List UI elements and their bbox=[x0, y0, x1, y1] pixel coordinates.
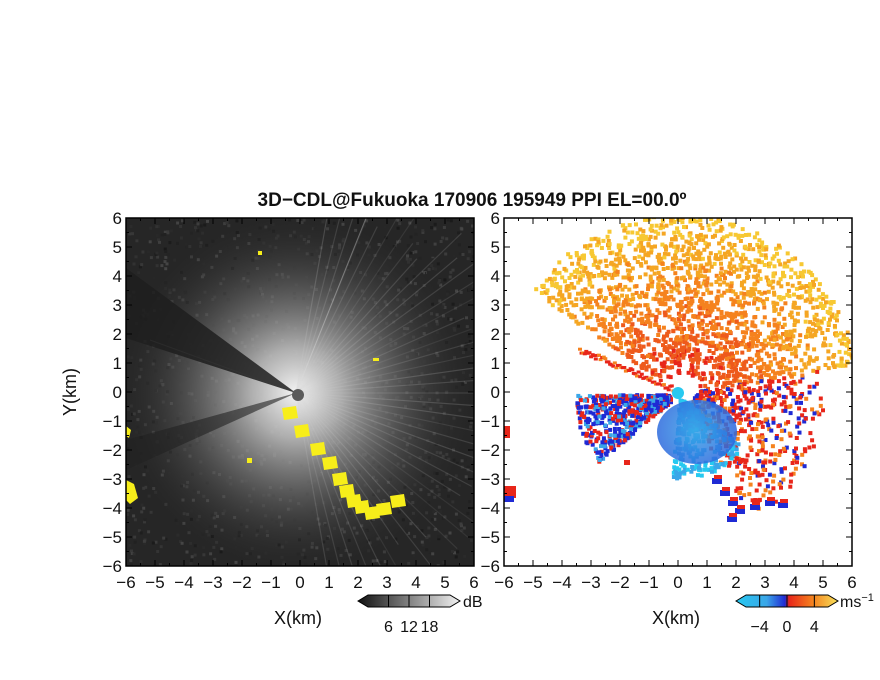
velocity-site-marker bbox=[672, 387, 684, 399]
reflectivity-xtick-label: 1 bbox=[324, 573, 333, 592]
reflectivity-ytick-label: 1 bbox=[113, 354, 122, 373]
reflectivity-xtick-label: 2 bbox=[353, 573, 362, 592]
velocity-xtick-label: −2 bbox=[610, 573, 629, 592]
masked-echo-blob bbox=[390, 494, 406, 508]
velocity-colorbar-unit-exponent: −1 bbox=[861, 592, 874, 604]
velocity-xtick-label: 1 bbox=[702, 573, 711, 592]
reflectivity-rays bbox=[149, 218, 474, 566]
velocity-colorbar-tick-label: 0 bbox=[783, 619, 792, 636]
reflectivity-axes: −6 −5 −4 −3 −2 −1 0 1 2 3 4 5 6 6 5 4 3 2 1 0 −1 −2 −3 −4 −5 −6 bbox=[103, 209, 479, 592]
velocity-ytick-label: 6 bbox=[491, 209, 500, 228]
velocity-xtick-label: 3 bbox=[760, 573, 769, 592]
masked-echo-blob bbox=[364, 506, 380, 520]
reflectivity-xtick-label: 5 bbox=[440, 573, 449, 592]
velocity-xtick-label: −3 bbox=[581, 573, 600, 592]
reflectivity-xtick-label: −3 bbox=[203, 573, 222, 592]
reflectivity-xtick-label: 3 bbox=[382, 573, 391, 592]
reflectivity-ytick-label: −2 bbox=[103, 441, 122, 460]
velocity-ytick-label: 4 bbox=[491, 267, 500, 286]
velocity-ytick-label: −5 bbox=[481, 528, 500, 547]
reflectivity-xtick-label: 0 bbox=[295, 573, 304, 592]
reflectivity-xtick-label: −6 bbox=[116, 573, 135, 592]
reflectivity-ytick-label: −6 bbox=[103, 557, 122, 576]
velocity-colorbar-ticks: −4 0 4 bbox=[751, 595, 819, 636]
reflectivity-colorbar: 6 12 18 dB bbox=[357, 594, 483, 636]
reflectivity-ytick-label: 6 bbox=[113, 209, 122, 228]
reflectivity-ytick-label: 3 bbox=[113, 296, 122, 315]
velocity-xtick-label: 6 bbox=[847, 573, 856, 592]
reflectivity-xlabel: X(km) bbox=[274, 608, 322, 628]
reflectivity-xtick-label: −1 bbox=[261, 573, 280, 592]
velocity-axes: −6 −5 −4 −3 −2 −1 0 1 2 3 4 5 6 6 5 4 3 2 1 0 −1 −2 −3 −4 −5 −6 bbox=[481, 209, 857, 592]
reflectivity-shadow-wedge bbox=[126, 268, 296, 393]
velocity-xtick-label: −4 bbox=[552, 573, 571, 592]
reflectivity-ytick-label: −5 bbox=[103, 528, 122, 547]
masked-echo-blob bbox=[322, 456, 338, 470]
reflectivity-ytick-label: −4 bbox=[103, 499, 122, 518]
masked-echo-blob bbox=[294, 424, 310, 438]
velocity-xtick-label: 2 bbox=[731, 573, 740, 592]
velocity-colorbar: −4 0 4 ms−1 bbox=[735, 592, 874, 636]
reflectivity-masked-echo bbox=[126, 251, 406, 520]
velocity-ytick-label: 1 bbox=[491, 354, 500, 373]
masked-echo-blob bbox=[282, 406, 298, 420]
reflectivity-ytick-label: −3 bbox=[103, 470, 122, 489]
velocity-ytick-label: 5 bbox=[491, 238, 500, 257]
velocity-colorbar-tick-label: 4 bbox=[810, 619, 819, 636]
velocity-xtick-label: 5 bbox=[818, 573, 827, 592]
velocity-xlabel: X(km) bbox=[652, 608, 700, 628]
reflectivity-colorbar-tick-label: 12 bbox=[400, 619, 418, 636]
reflectivity-xtick-label: 6 bbox=[469, 573, 478, 592]
velocity-ytick-label: −6 bbox=[481, 557, 500, 576]
velocity-approaching-core bbox=[657, 400, 737, 464]
reflectivity-ylabel: Y(km) bbox=[60, 368, 80, 416]
velocity-ytick-label: −1 bbox=[481, 412, 500, 431]
velocity-ytick-label: −2 bbox=[481, 441, 500, 460]
reflectivity-colorbar-unit: dB bbox=[463, 594, 483, 611]
reflectivity-ytick-label: −1 bbox=[103, 412, 122, 431]
velocity-xtick-label: 0 bbox=[673, 573, 682, 592]
velocity-xtick-label: 4 bbox=[789, 573, 798, 592]
reflectivity-colorbar-tick-label: 6 bbox=[384, 619, 393, 636]
velocity-colorbar-tick-label: −4 bbox=[751, 619, 769, 636]
reflectivity-colorbar-ticks: 6 12 18 bbox=[384, 595, 439, 636]
reflectivity-xtick-label: −4 bbox=[174, 573, 193, 592]
velocity-ytick-label: 0 bbox=[491, 383, 500, 402]
velocity-colorbar-unit-base: ms bbox=[840, 594, 861, 611]
reflectivity-colorbar-tick-label: 18 bbox=[421, 619, 439, 636]
masked-echo-blob bbox=[332, 472, 348, 486]
radar-site-marker bbox=[292, 389, 304, 401]
reflectivity-panel: −6 −5 −4 −3 −2 −1 0 1 2 3 4 5 6 6 5 4 3 2 1 0 −1 −2 −3 −4 −5 −6 X… bbox=[60, 209, 479, 628]
velocity-ytick-label: −4 bbox=[481, 499, 500, 518]
velocity-ytick-label: −3 bbox=[481, 470, 500, 489]
reflectivity-xtick-label: −2 bbox=[232, 573, 251, 592]
velocity-xtick-label: −5 bbox=[523, 573, 542, 592]
velocity-ytick-label: 3 bbox=[491, 296, 500, 315]
reflectivity-ytick-label: 4 bbox=[113, 267, 122, 286]
masked-echo-blob bbox=[376, 502, 392, 516]
reflectivity-xtick-label: 4 bbox=[411, 573, 420, 592]
velocity-xtick-label: −6 bbox=[494, 573, 513, 592]
figure-title: 3D−CDL@Fukuoka 170906 195949 PPI EL=00.0… bbox=[258, 190, 687, 211]
velocity-panel: −6 −5 −4 −3 −2 −1 0 1 2 3 4 5 6 6 5 4 3 2 1 0 −1 −2 −3 −4 −5 −6 X… bbox=[481, 209, 857, 628]
velocity-xtick-label: −1 bbox=[639, 573, 658, 592]
masked-echo-blob bbox=[339, 484, 355, 498]
velocity-colorbar-unit: ms−1 bbox=[840, 592, 874, 611]
velocity-ytick-label: 2 bbox=[491, 325, 500, 344]
reflectivity-ytick-label: 2 bbox=[113, 325, 122, 344]
masked-echo-blob bbox=[310, 442, 326, 456]
reflectivity-shadow-wedge-lower bbox=[126, 393, 296, 470]
reflectivity-ytick-label: 0 bbox=[113, 383, 122, 402]
reflectivity-xtick-label: −5 bbox=[145, 573, 164, 592]
reflectivity-ytick-label: 5 bbox=[113, 238, 122, 257]
